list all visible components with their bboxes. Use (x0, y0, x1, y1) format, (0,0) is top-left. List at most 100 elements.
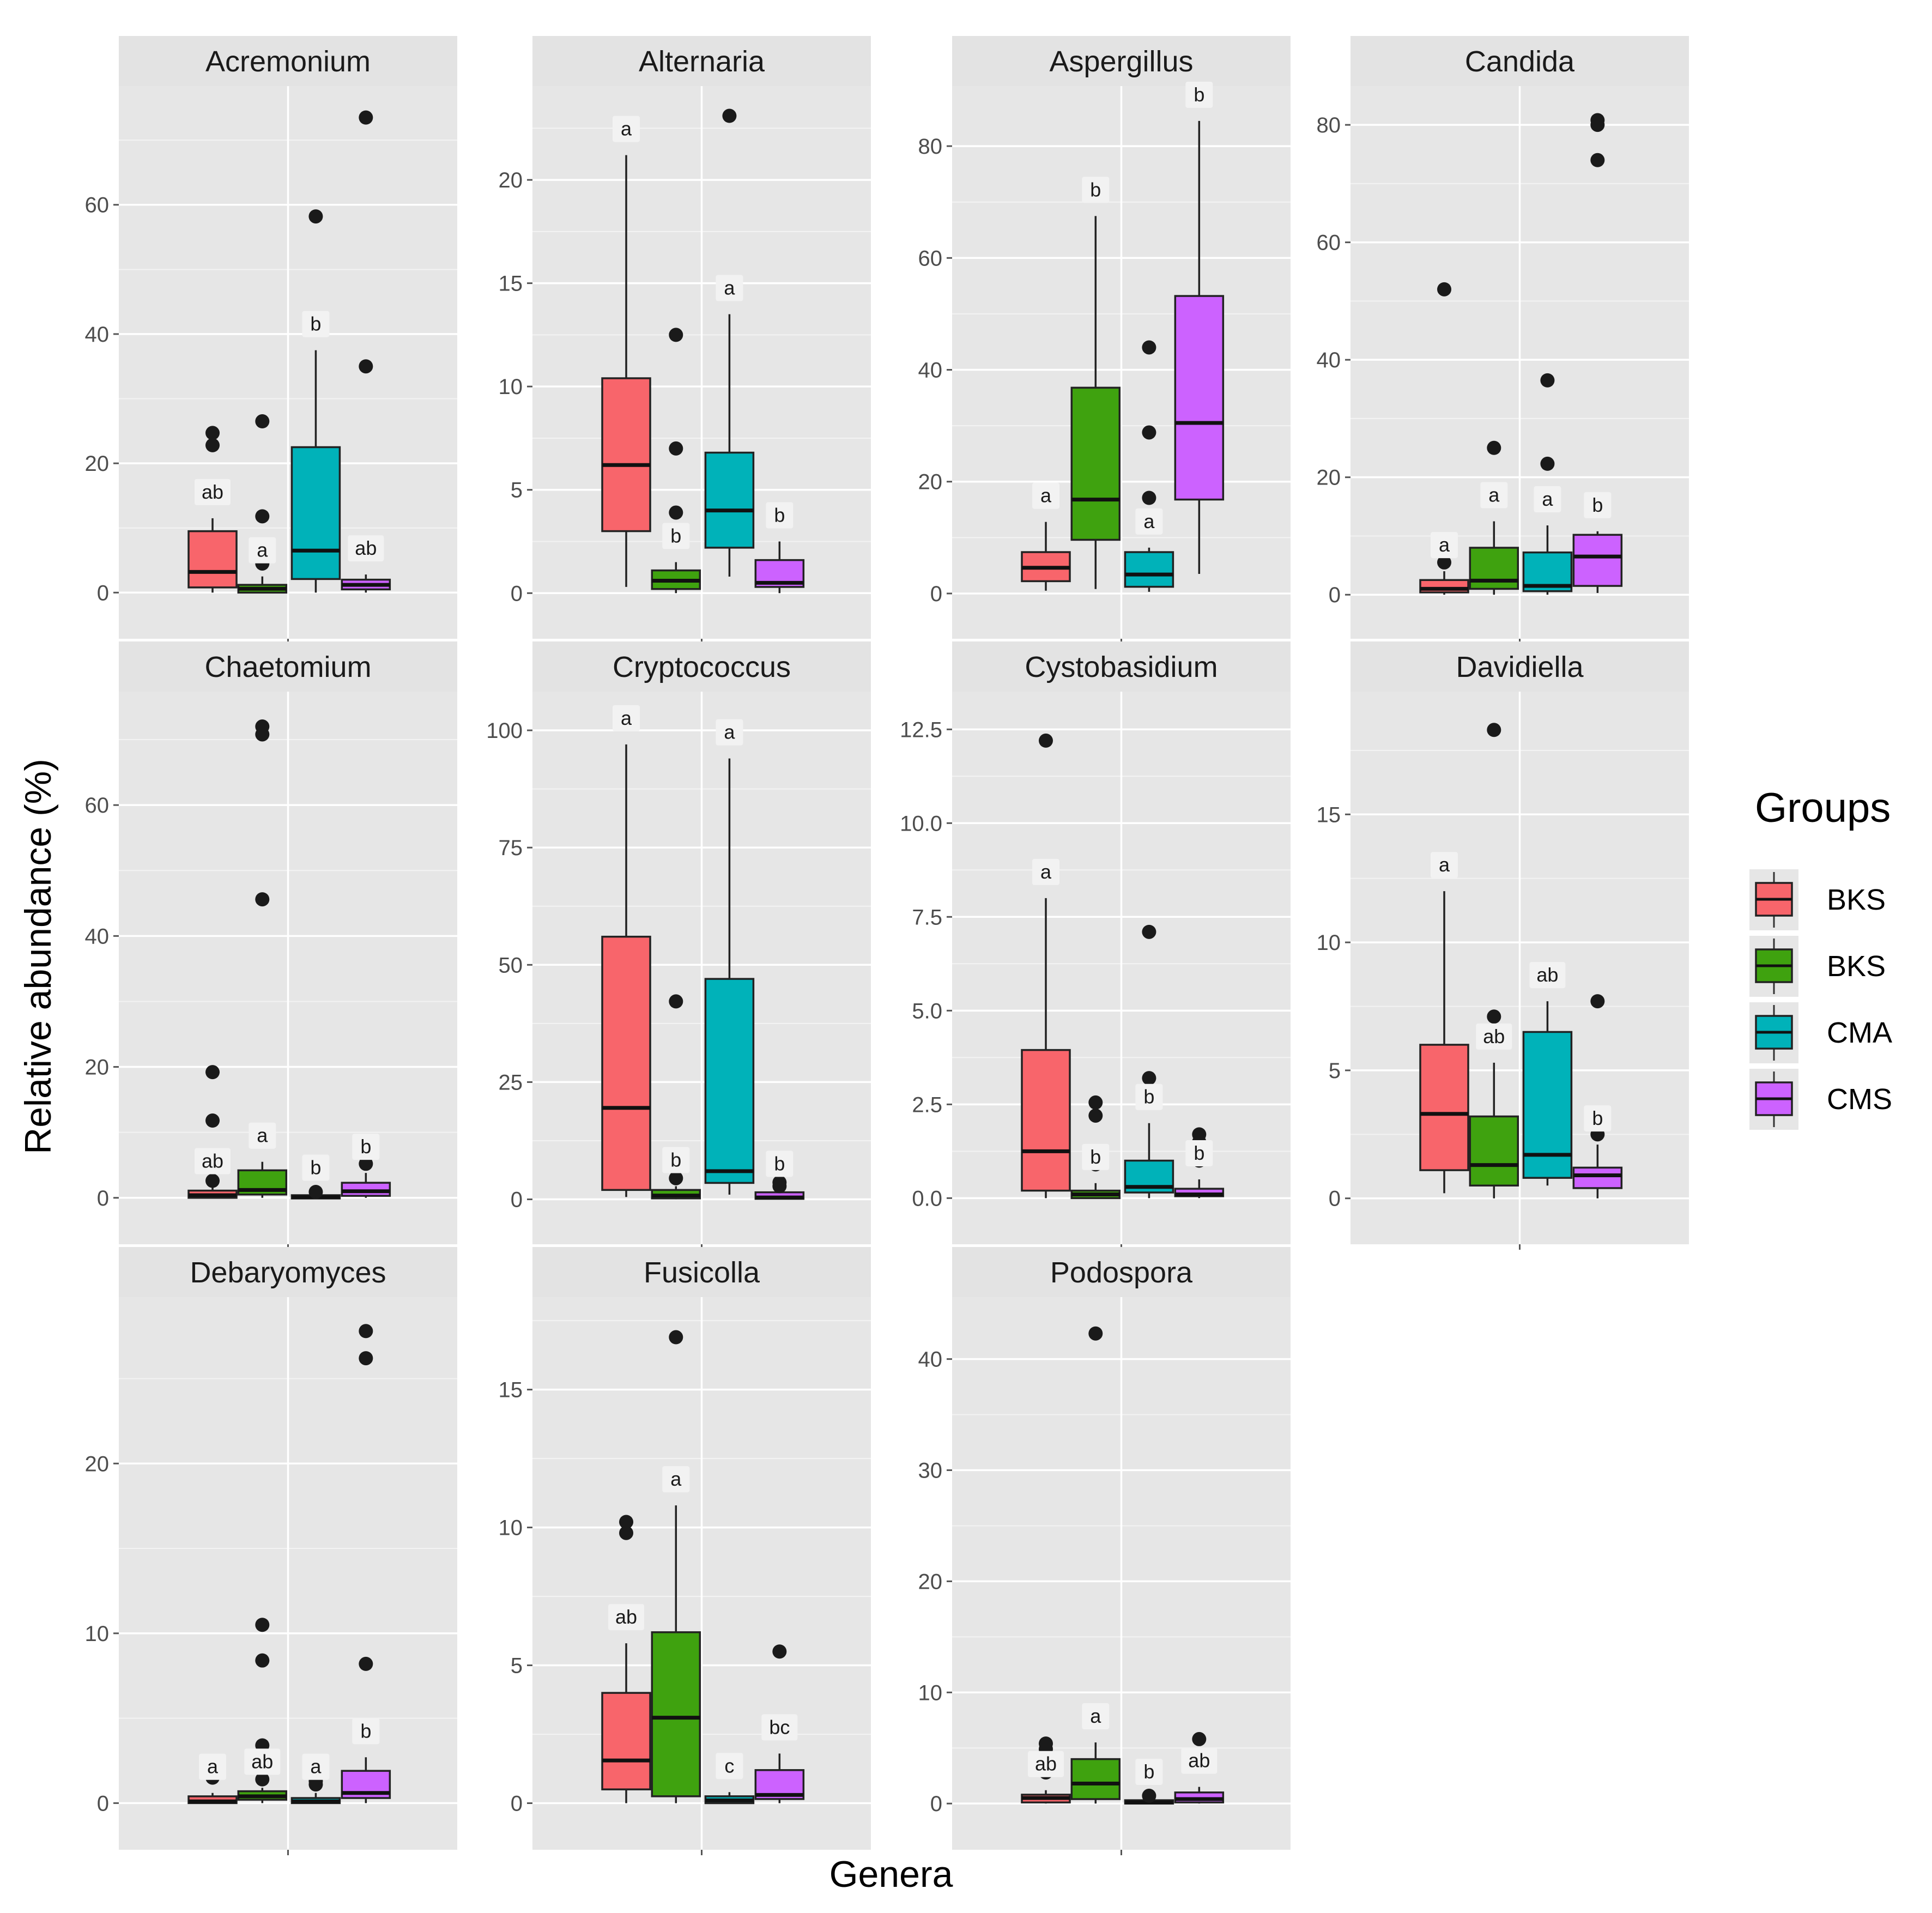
outlier-point (205, 426, 220, 440)
outlier-point (1142, 491, 1156, 505)
y-tick-label: 60 (85, 794, 110, 818)
significance-letter: b (1143, 1760, 1154, 1783)
outlier-point (669, 505, 683, 520)
letter-label-bg (302, 1753, 330, 1780)
y-tick-label: 0 (511, 582, 523, 606)
significance-letter: ab (1035, 1753, 1057, 1775)
letter-label-bg (302, 1154, 330, 1181)
outlier-point (772, 1644, 787, 1659)
iqr-box (601, 1692, 651, 1790)
iqr-box (1469, 1115, 1519, 1186)
significance-letter: a (1488, 484, 1500, 506)
legend-label: CMA (1827, 1016, 1892, 1049)
significance-letter: a (257, 1124, 268, 1147)
y-tick-label: 20 (918, 470, 943, 494)
significance-letter: a (1439, 853, 1450, 876)
letter-label-bg (244, 1748, 281, 1775)
significance-letter: b (310, 313, 321, 335)
box-bks-2: a (651, 1330, 701, 1803)
outlier-point (1590, 153, 1605, 167)
panel-title: Davidiella (1456, 651, 1584, 683)
y-tick-label: 10 (1317, 931, 1341, 955)
letter-label-bg (1529, 962, 1566, 989)
y-tick-label: 20 (85, 1452, 110, 1476)
outlier-point (1192, 1732, 1207, 1746)
box-cms-4: ab (1174, 1732, 1225, 1804)
outlier-point (1487, 440, 1501, 455)
significance-letter: ab (355, 537, 377, 559)
letter-label-bg (1480, 482, 1508, 508)
y-axis-title: Relative abundance (%) (17, 759, 59, 1154)
box-cms-4: b (1572, 994, 1623, 1198)
panel-strip (119, 1247, 457, 1297)
y-tick-label: 0 (1329, 1187, 1341, 1211)
outlier-point (255, 1618, 270, 1632)
box-cma-3: b (290, 1154, 341, 1200)
letter-label-bg (195, 1148, 231, 1175)
outlier-point (1590, 994, 1605, 1009)
y-tick-label: 5 (1329, 1059, 1341, 1083)
box-cms-4: ab (341, 110, 391, 593)
box-cma-3: c (704, 1753, 755, 1805)
outlier-point (1540, 373, 1555, 388)
legend-item-2: BKS (1749, 936, 1886, 997)
letter-label-bg (302, 311, 330, 337)
outlier-point (359, 1324, 373, 1339)
letter-label-bg (716, 1753, 743, 1779)
y-tick-label: 80 (918, 135, 943, 159)
box-cma-3: ab (1522, 962, 1573, 1186)
panel-cystobasidium: Cystobasidium 0.0 2.5 5.0 7.5 10.0 12.5 a b b b (900, 641, 1291, 1250)
significance-letter: a (621, 118, 632, 140)
panel-candida: Candida 0 20 40 60 80 a a a b (1317, 36, 1689, 644)
legend-item-4: CMS (1749, 1069, 1892, 1130)
y-tick-label: 25 (499, 1070, 523, 1094)
significance-letter: ab (1188, 1749, 1210, 1772)
y-tick-label: 60 (1317, 231, 1341, 255)
y-tick-label: 40 (85, 323, 110, 347)
significance-letter: a (1143, 510, 1155, 532)
outlier-point (1039, 1736, 1053, 1751)
box-cms-4: b (341, 1324, 391, 1803)
iqr-box (1124, 551, 1174, 588)
outlier-point (1487, 1009, 1501, 1024)
panel-alternaria: Alternaria 0 5 10 15 20 a b a b (499, 36, 871, 644)
box-cma-3: a (1124, 340, 1174, 592)
y-tick-label: 40 (918, 359, 943, 383)
panel-fusicolla: Fusicolla 0 5 10 15 ab a c bc (499, 1247, 871, 1855)
legend-title: Groups (1755, 785, 1891, 831)
outlier-point (669, 1330, 683, 1345)
significance-letter: a (724, 276, 735, 299)
box-cma-3: a (290, 1753, 341, 1805)
outlier-point (669, 1171, 683, 1185)
significance-letter: b (1143, 1086, 1154, 1108)
panel-strip (1350, 36, 1689, 86)
panel-strip (952, 641, 1291, 692)
box-bks-2: b (651, 994, 701, 1200)
panel-strip (952, 1247, 1291, 1297)
outlier-point (1540, 456, 1555, 471)
y-tick-label: 10 (499, 375, 523, 399)
box-bks-2: a (1070, 1326, 1121, 1804)
legend: Groups BKS BKS CMA CMS (1749, 785, 1892, 1130)
panel-strip (532, 641, 871, 692)
letter-label-bg (1032, 858, 1060, 885)
y-tick-label: 0 (97, 1791, 109, 1815)
panel-title: Debaryomyces (190, 1256, 386, 1289)
outlier-point (669, 441, 683, 456)
panel-strip (952, 36, 1291, 86)
letter-label-bg (662, 1466, 690, 1493)
panel-title: Cystobasidium (1025, 651, 1218, 683)
panel-strip (532, 1247, 871, 1297)
letter-label-bg (1135, 1758, 1163, 1785)
outlier-point (1088, 1108, 1103, 1123)
outlier-point (359, 110, 373, 125)
letter-label-bg (761, 1714, 798, 1741)
letter-label-bg (199, 1753, 227, 1780)
y-tick-label: 10.0 (900, 812, 942, 836)
iqr-box (1070, 1758, 1121, 1800)
outlier-point (669, 994, 683, 1009)
significance-letter: ab (251, 1750, 273, 1772)
y-tick-label: 40 (918, 1348, 943, 1372)
